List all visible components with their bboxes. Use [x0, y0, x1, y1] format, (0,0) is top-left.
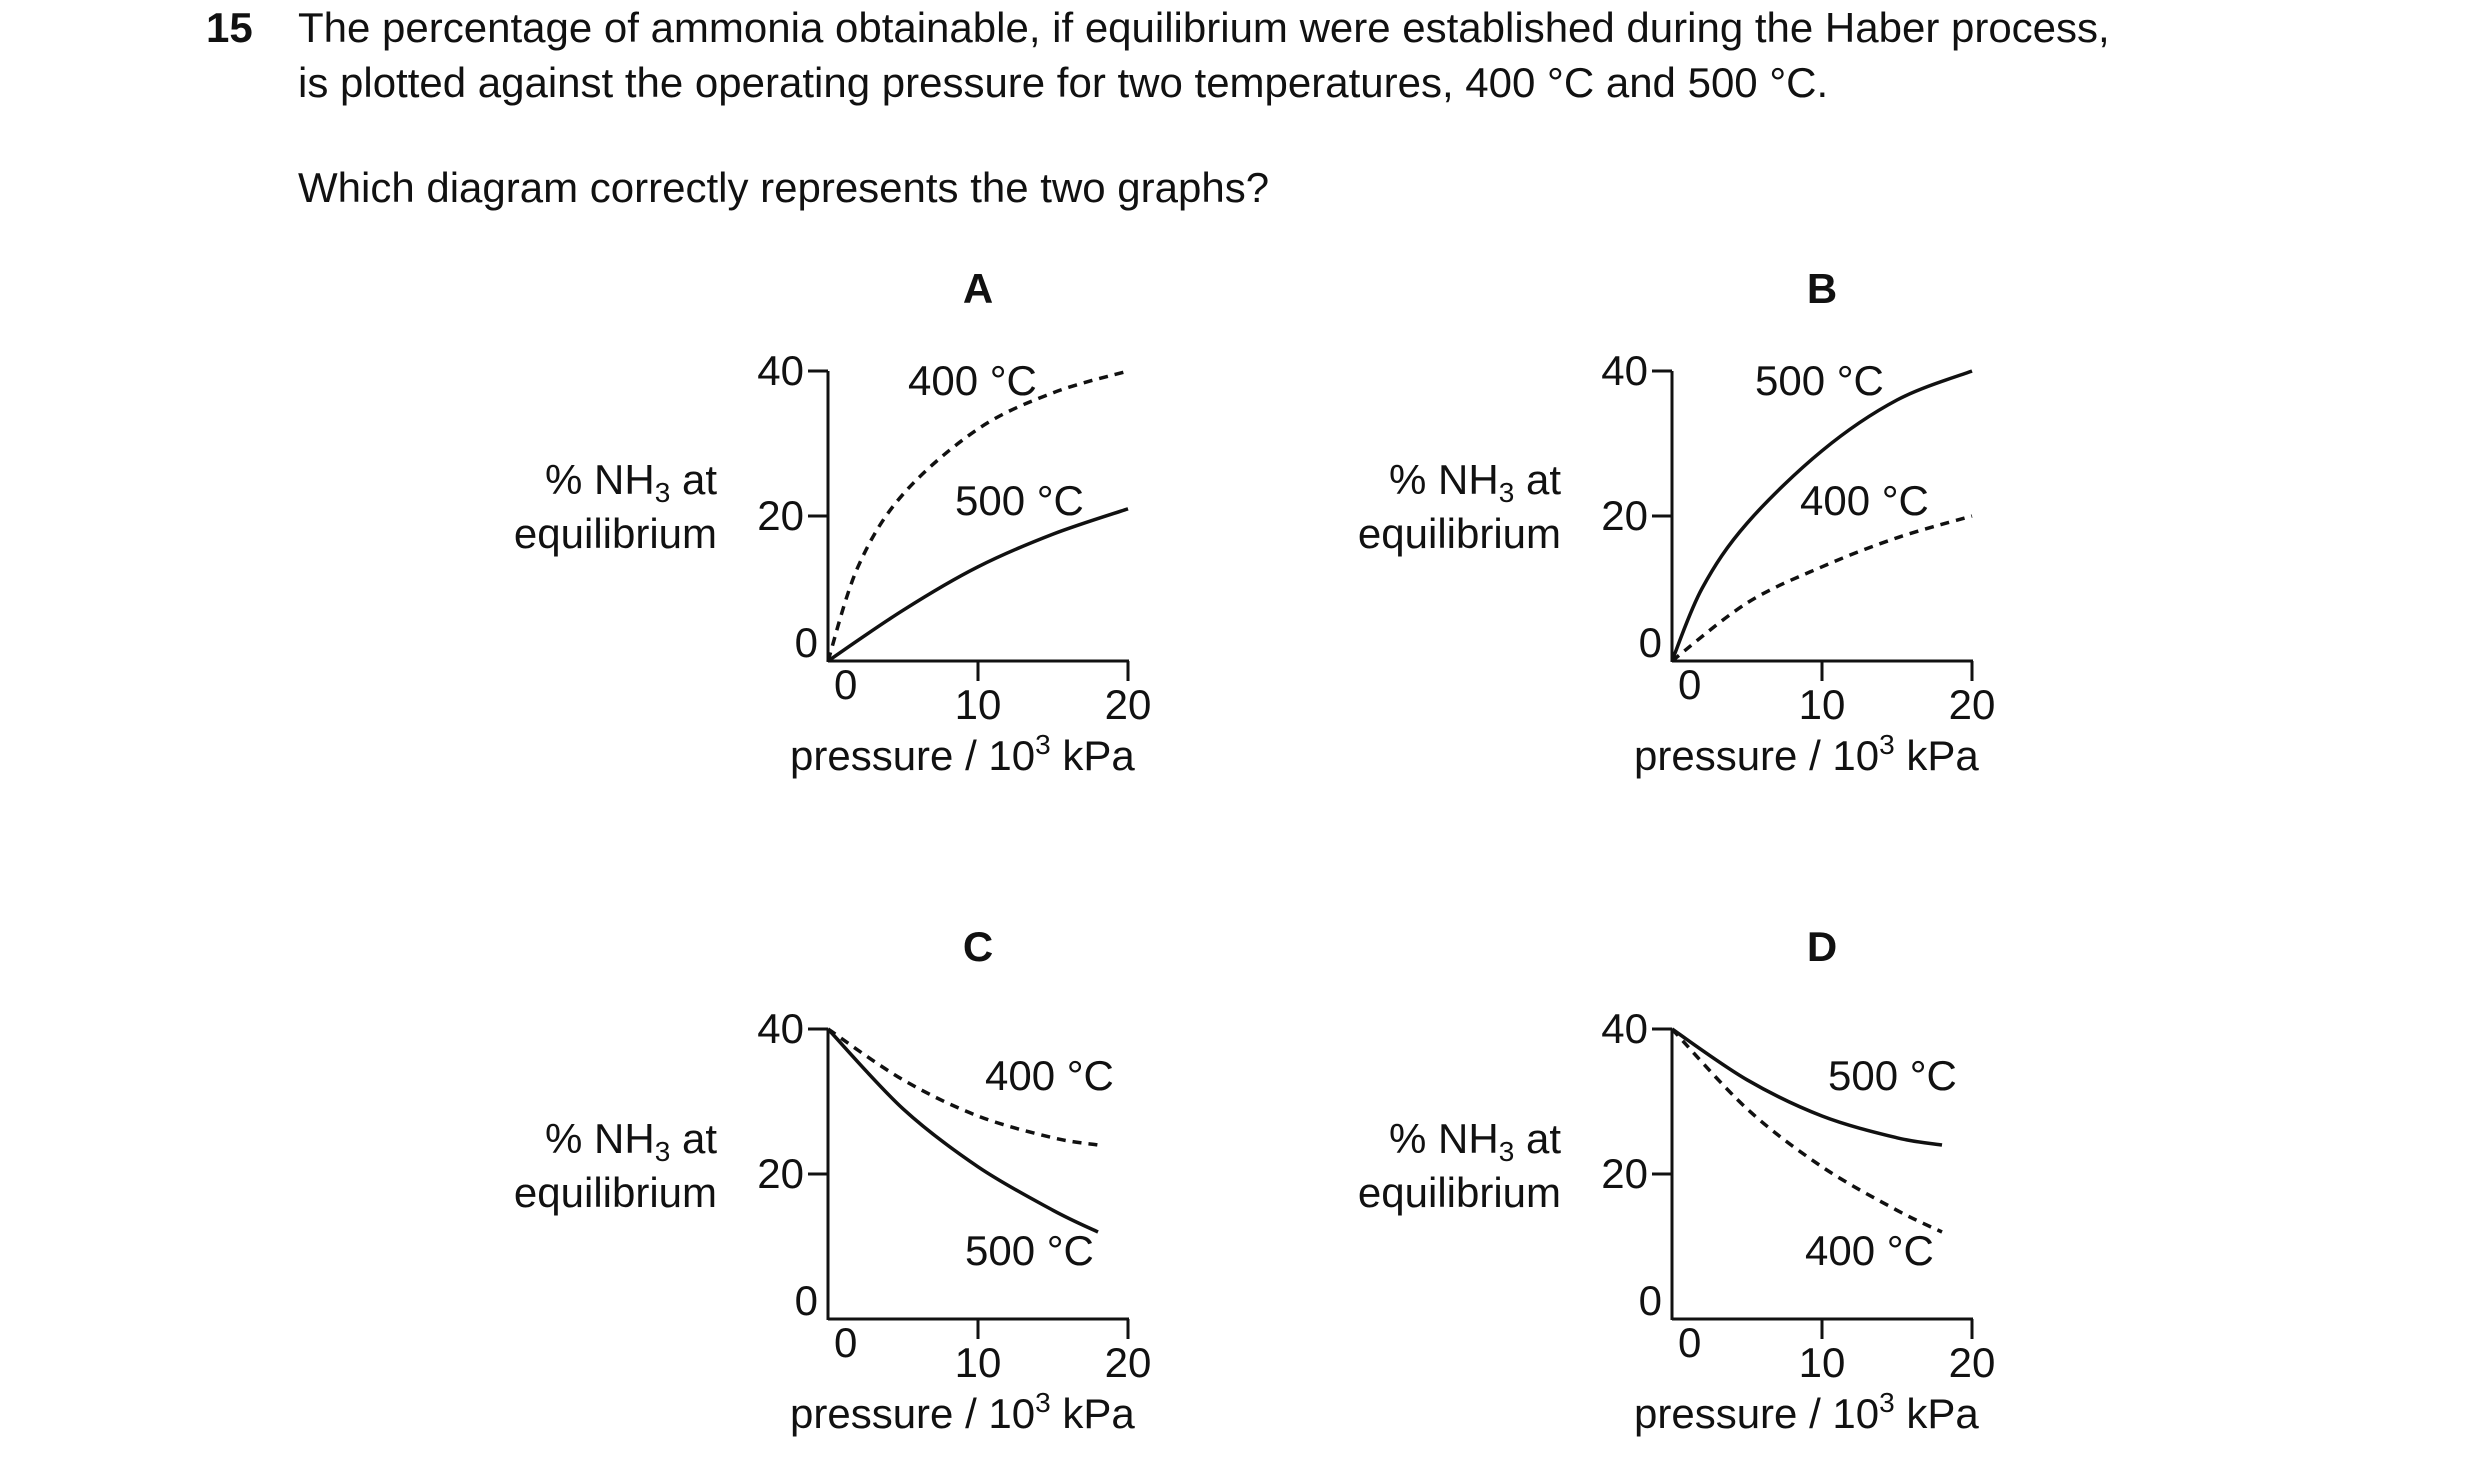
- x-tick-label: 20: [1949, 1339, 1996, 1386]
- x-tick-label: 10: [1799, 1339, 1846, 1386]
- x-tick-label: 10: [955, 681, 1002, 728]
- series-label: 400 °C: [908, 357, 1037, 404]
- y-tick-label: 20: [757, 492, 804, 539]
- series-line-solid: [826, 1027, 1099, 1234]
- option-letter: B: [1806, 265, 1838, 312]
- x-tick-label: 20: [1105, 1339, 1152, 1386]
- series-line-solid: [1670, 369, 1973, 662]
- option-letter: D: [1806, 923, 1838, 970]
- plot-c: 0 20 40 0 10 20 400 °C 500 °C: [757, 1005, 1151, 1386]
- y-tick-label: 0: [795, 1277, 818, 1324]
- y-tick-label: 0: [795, 619, 818, 666]
- y-axis-label: % NH3 at equilibrium: [1357, 1115, 1561, 1216]
- x-tick-label: 10: [955, 1339, 1002, 1386]
- series-label: 400 °C: [1805, 1227, 1934, 1274]
- x-axis-label: pressure / 103 kPa: [790, 729, 1135, 780]
- x-axis-label: pressure / 103 kPa: [790, 1387, 1135, 1438]
- series-line-dashed: [1670, 514, 1973, 663]
- series-label: 400 °C: [1800, 477, 1929, 524]
- x-tick-label: 20: [1949, 681, 1996, 728]
- option-letter: A: [962, 265, 994, 312]
- y-tick-label: 20: [1601, 1150, 1648, 1197]
- series-line-solid: [1671, 1027, 1943, 1147]
- x-tick-label: 0: [1678, 661, 1701, 708]
- x-tick-label: 0: [834, 661, 857, 708]
- series-line-dashed: [827, 1027, 1099, 1147]
- y-tick-label: 40: [757, 347, 804, 394]
- question-text-line-1: The percentage of ammonia obtainable, if…: [298, 4, 2110, 51]
- question-prompt: Which diagram correctly represents the t…: [298, 164, 1270, 211]
- y-tick-label: 40: [1601, 347, 1648, 394]
- x-axis-label: pressure / 103 kPa: [1634, 729, 1979, 780]
- y-axis-label: % NH3 at equilibrium: [513, 1115, 717, 1216]
- x-axis-label: pressure / 103 kPa: [1634, 1387, 1979, 1438]
- option-letter: C: [962, 923, 994, 970]
- plot-d: 0 20 40 0 10 20 500 °C 400 °C: [1601, 1005, 1995, 1386]
- x-tick-label: 0: [1678, 1319, 1701, 1366]
- series-label: 500 °C: [1828, 1052, 1957, 1099]
- series-label: 500 °C: [1755, 357, 1884, 404]
- question-number: 15: [206, 4, 253, 51]
- y-axis-label: % NH3 at equilibrium: [1357, 456, 1561, 557]
- y-tick-label: 0: [1639, 619, 1662, 666]
- y-tick-label: 20: [757, 1150, 804, 1197]
- series-line-solid: [827, 507, 1129, 663]
- y-tick-label: 0: [1639, 1277, 1662, 1324]
- x-tick-label: 0: [834, 1319, 857, 1366]
- series-label: 400 °C: [985, 1052, 1114, 1099]
- series-label: 500 °C: [955, 477, 1084, 524]
- y-tick-label: 40: [1601, 1005, 1648, 1052]
- series-line-dashed: [1670, 1027, 1943, 1234]
- plot-b: 0 20 40 0 10 20 500 °C 400 °C: [1601, 347, 1995, 728]
- y-tick-label: 20: [1601, 492, 1648, 539]
- y-axis-label: % NH3 at equilibrium: [513, 456, 717, 557]
- series-label: 500 °C: [965, 1227, 1094, 1274]
- plot-a: 0 20 40 0 10 20 400 °C 500 °C: [757, 347, 1151, 728]
- x-tick-label: 20: [1105, 681, 1152, 728]
- x-tick-label: 10: [1799, 681, 1846, 728]
- y-tick-label: 40: [757, 1005, 804, 1052]
- question-text-line-2: is plotted against the operating pressur…: [298, 59, 1829, 106]
- series-line-dashed: [826, 369, 1129, 662]
